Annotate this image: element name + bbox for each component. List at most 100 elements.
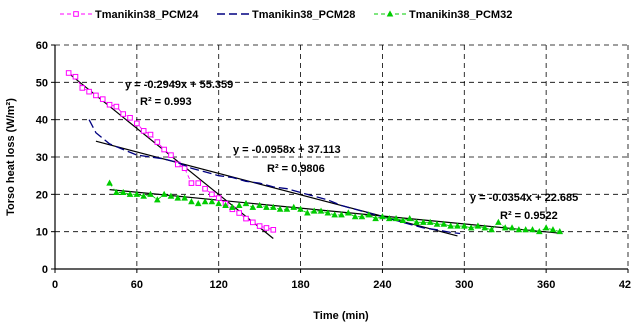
- data-point: [215, 200, 223, 207]
- data-point: [420, 218, 427, 225]
- data-point: [433, 220, 441, 227]
- x-tick-label: 240: [373, 279, 391, 291]
- data-point: [392, 214, 400, 222]
- data-point: [243, 215, 249, 222]
- data-point: [126, 190, 134, 197]
- data-point: [133, 190, 141, 197]
- data-point: [236, 210, 242, 216]
- y-axis-label: Torso heat loss (W/m²): [5, 98, 17, 216]
- data-point: [72, 73, 79, 80]
- data-point: [160, 190, 168, 197]
- data-point: [386, 10, 394, 17]
- data-point: [310, 207, 318, 214]
- series-3: [106, 179, 564, 235]
- data-point: [263, 203, 270, 210]
- data-point: [426, 218, 434, 225]
- y-tick-label: 20: [36, 189, 48, 201]
- trendline-equations: y = -0.2949x + 55.359 R² = 0.993 y = -0.09…: [125, 79, 578, 222]
- legend-label: Tmanikin38_PCM24: [95, 9, 199, 21]
- data-point: [208, 198, 216, 205]
- x-tick-label: 420: [619, 279, 631, 291]
- data-point: [167, 192, 175, 199]
- data-point: [508, 224, 516, 231]
- data-point: [134, 120, 140, 127]
- trendline-r2: R² = 0.993: [140, 96, 192, 108]
- x-tick-label: 300: [455, 279, 473, 291]
- data-point: [106, 179, 113, 186]
- data-point: [147, 190, 154, 197]
- trendline-equation: y = -0.2949x + 55.359: [125, 79, 233, 91]
- legend-item: Tmanikin38_PCM32: [374, 9, 512, 21]
- x-tick-label: 60: [131, 279, 143, 291]
- x-axis-label: Time (min): [313, 310, 369, 322]
- data-point: [209, 191, 215, 198]
- legend: Tmanikin38_PCM24 Tmanikin38_PCM28 Tmanikin…: [60, 9, 512, 21]
- data-point: [154, 196, 161, 203]
- data-point: [529, 226, 536, 233]
- data-point: [194, 200, 202, 207]
- data-point: [385, 214, 393, 222]
- data-point: [460, 222, 468, 229]
- data-point: [406, 214, 414, 222]
- data-point: [127, 115, 133, 121]
- data-point: [324, 209, 332, 216]
- data-point: [447, 222, 454, 229]
- data-point: [73, 11, 79, 17]
- data-point: [168, 152, 174, 158]
- data-point: [338, 211, 345, 218]
- data-point: [202, 185, 208, 192]
- data-point: [454, 222, 461, 229]
- data-point: [283, 205, 291, 212]
- y-tick-label: 50: [36, 77, 48, 89]
- data-point: [65, 70, 72, 76]
- series-1: [65, 70, 277, 233]
- data-point: [351, 213, 359, 220]
- data-point: [229, 203, 236, 210]
- data-point: [317, 207, 325, 214]
- data-point: [542, 224, 550, 231]
- data-point: [297, 205, 304, 212]
- data-point: [549, 226, 557, 233]
- legend-item: Tmanikin38_PCM24: [60, 9, 199, 21]
- data-point: [188, 198, 195, 205]
- series-line: [88, 119, 461, 235]
- data-point: [154, 139, 161, 145]
- legend-label: Tmanikin38_PCM28: [252, 9, 355, 21]
- ticks: 0 10 20 30 40 50 60 0 60 120 180 240 300 360 420: [36, 40, 631, 291]
- x-tick-label: 360: [537, 279, 555, 291]
- data-point: [242, 200, 250, 207]
- data-point: [270, 227, 277, 233]
- data-point: [250, 219, 256, 226]
- trendline-r2: R² = 0.9522: [500, 210, 558, 222]
- series-line: [109, 182, 560, 233]
- data-point: [188, 180, 195, 186]
- data-point: [345, 209, 352, 216]
- data-point: [365, 211, 373, 218]
- data-point: [556, 228, 564, 235]
- data-point: [522, 226, 529, 233]
- y-tick-label: 60: [36, 40, 48, 52]
- data-point: [399, 216, 407, 223]
- data-point: [379, 213, 386, 220]
- series: [65, 70, 564, 235]
- data-point: [86, 88, 92, 95]
- data-point: [106, 101, 113, 108]
- y-tick-label: 30: [36, 152, 48, 164]
- data-point: [276, 205, 284, 212]
- data-point: [256, 223, 263, 229]
- series-2: [88, 119, 461, 235]
- data-point: [467, 224, 475, 231]
- x-tick-label: 180: [291, 279, 309, 291]
- trendline-r2: R² = 0.9806: [267, 163, 325, 175]
- data-point: [161, 146, 167, 153]
- data-point: [515, 226, 523, 233]
- trendline-equation: y = -0.0958x + 37.113: [233, 144, 341, 156]
- data-point: [93, 92, 99, 99]
- data-point: [147, 131, 154, 138]
- data-point: [140, 128, 147, 134]
- data-point: [174, 161, 181, 168]
- data-point: [99, 96, 106, 102]
- legend-item: Tmanikin38_PCM28: [217, 9, 355, 21]
- data-point: [120, 111, 127, 117]
